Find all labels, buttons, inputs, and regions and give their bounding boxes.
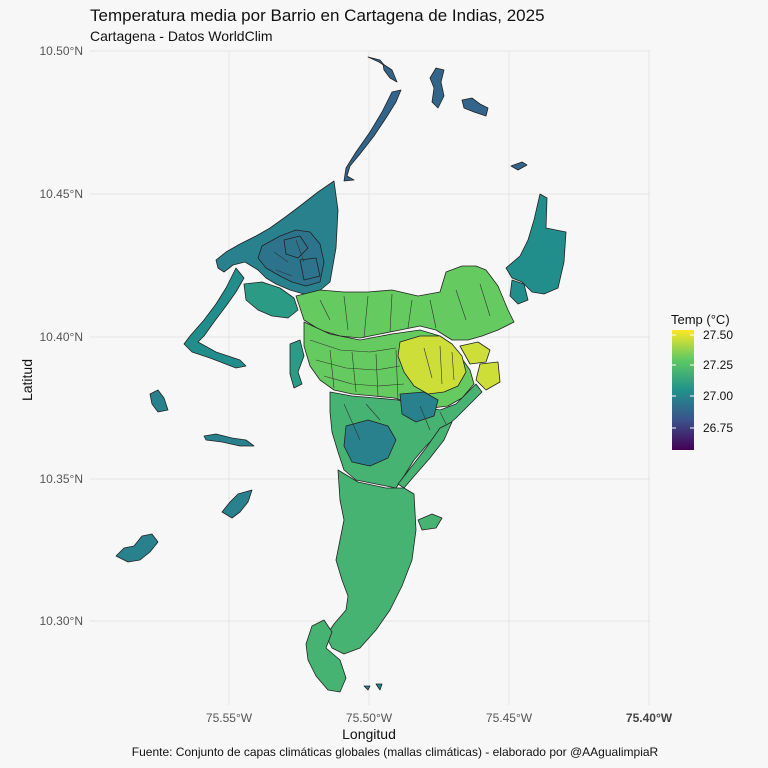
- legend: Temp (°C) 27.50 27.25 27.00 26.75: [671, 312, 733, 450]
- y-tick-label: 10.30°N: [40, 614, 84, 628]
- blue-pocket-sub: [399, 391, 439, 423]
- x-tick-label: 75.40°W: [626, 711, 673, 725]
- small-west-island: [203, 433, 255, 447]
- small-west-island: [149, 389, 169, 413]
- island-small: [375, 683, 383, 691]
- east-block-sub: [509, 279, 529, 305]
- map-subtitle: Cartagena - Datos WorldClim: [90, 28, 273, 44]
- island-small: [363, 685, 371, 691]
- neighborhood-boundaries: [273, 239, 491, 441]
- y-axis-ticks: 10.50°N 10.45°N 10.40°N 10.35°N 10.30°N: [40, 44, 84, 628]
- legend-label: 27.25: [703, 358, 733, 372]
- north-core-sub: [299, 257, 321, 281]
- north-core-sub: [283, 235, 309, 259]
- south-tip: [305, 619, 347, 693]
- small-west-island: [221, 489, 253, 519]
- legend-ticks: [672, 334, 694, 429]
- legend-colorbar: [672, 330, 694, 450]
- legend-label: 27.50: [703, 328, 733, 342]
- x-tick-label: 75.45°W: [486, 711, 533, 725]
- center-east-hot-sub: [459, 341, 491, 365]
- island-north: [382, 63, 398, 83]
- x-axis-ticks: 75.55°W 75.50°W 75.45°W 75.40°W: [206, 711, 673, 725]
- center-east-hot-sub: [475, 361, 501, 391]
- neighborhood-map: [115, 56, 567, 693]
- legend-label: 27.00: [703, 389, 733, 403]
- blue-pocket: [343, 419, 397, 467]
- east-block: [505, 193, 567, 295]
- x-axis-title: Longitud: [342, 726, 396, 742]
- center-east-hot: [397, 335, 467, 395]
- island-north: [429, 67, 445, 109]
- north-tail: [343, 89, 402, 182]
- island-north: [461, 97, 489, 117]
- y-tick-label: 10.50°N: [40, 44, 84, 58]
- x-tick-label: 75.55°W: [206, 711, 253, 725]
- y-tick-label: 10.45°N: [40, 187, 84, 201]
- small-west-island: [115, 533, 159, 563]
- island-north: [510, 161, 528, 171]
- y-tick-label: 10.35°N: [40, 472, 84, 486]
- west-bocagrande: [243, 281, 299, 319]
- y-axis-title: Latitud: [19, 359, 35, 401]
- center-north: [295, 265, 515, 341]
- y-tick-label: 10.40°N: [40, 330, 84, 344]
- legend-title: Temp (°C): [671, 312, 730, 327]
- island-north: [367, 56, 386, 67]
- x-tick-label: 75.50°W: [346, 711, 393, 725]
- source-caption: Fuente: Conjunto de capas climáticas glo…: [132, 745, 659, 759]
- map-title: Temperatura media por Barrio en Cartagen…: [90, 6, 545, 25]
- west-small: [289, 339, 305, 389]
- south-small: [417, 513, 443, 531]
- south-large: [325, 469, 417, 655]
- legend-label: 26.75: [703, 421, 733, 435]
- coastal-strip: [183, 267, 247, 369]
- southeast-tongue: [397, 421, 453, 489]
